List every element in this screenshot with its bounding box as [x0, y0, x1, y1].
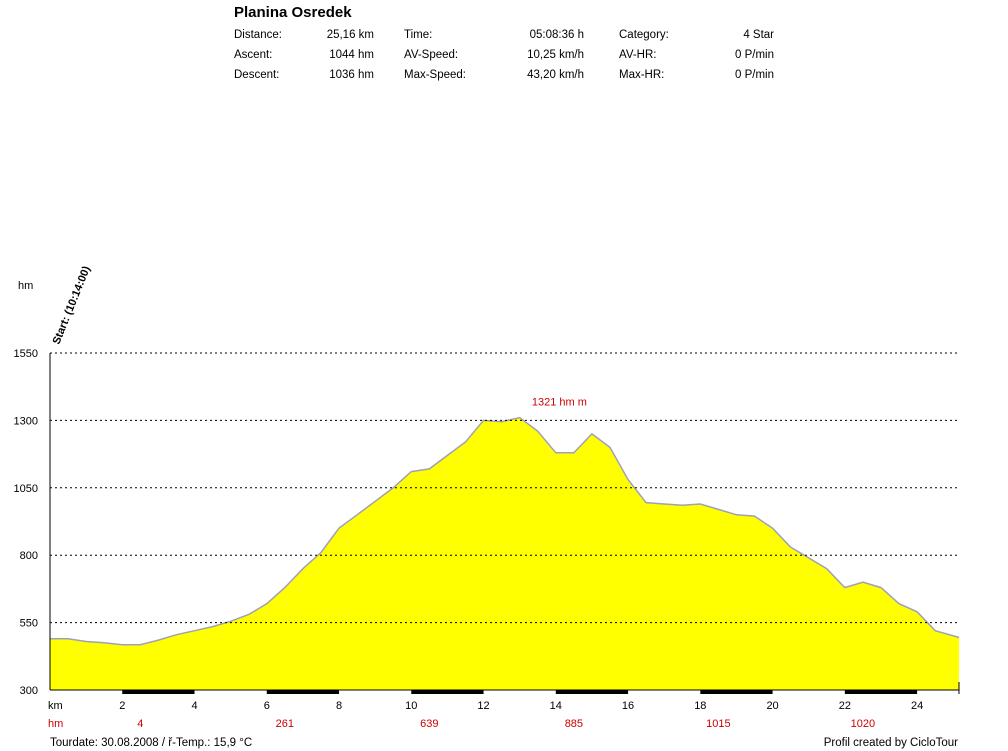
ascent-label: Ascent: — [234, 49, 273, 61]
km-band — [411, 690, 484, 694]
y-axis-label: hm — [18, 280, 33, 292]
y-tick-label: 550 — [20, 618, 38, 630]
credit-text: Profil created by CicloTour — [823, 737, 958, 749]
av-speed-value: 10,25 km/h — [527, 49, 584, 61]
x-tick-label: 18 — [694, 700, 706, 712]
descent-label: Descent: — [234, 69, 280, 81]
x-tick-label: 20 — [766, 700, 778, 712]
km-band — [844, 690, 918, 694]
category-value: 4 Star — [743, 29, 774, 41]
y-tick-label: 300 — [20, 685, 38, 697]
y-tick-label: 800 — [20, 550, 38, 562]
hm-row-value: 1015 — [706, 718, 730, 730]
hm-row-label: hm — [48, 718, 63, 730]
km-band — [266, 690, 340, 694]
km-band — [700, 690, 773, 694]
y-tick-label: 1300 — [14, 415, 38, 427]
hm-row-value: 4 — [137, 718, 143, 730]
y-tick-label: 1050 — [14, 483, 38, 495]
max-hr-value: 0 P/min — [735, 69, 774, 81]
stat-row: Ascent: 1044 hm AV-Speed: 10,25 km/h AV-… — [234, 49, 794, 69]
time-label: Time: — [404, 29, 433, 41]
start-label: Start: (10:14:00) — [51, 264, 93, 346]
max-speed-label: Max-Speed: — [404, 69, 467, 81]
stats-panel: Distance: 25,16 km Time: 05:08:36 h Cate… — [234, 29, 794, 89]
x-axis-label: km — [48, 700, 63, 712]
y-tick-label: 1550 — [14, 348, 38, 360]
distance-label: Distance: — [234, 29, 282, 41]
ascent-value: 1044 hm — [329, 49, 374, 61]
stat-row: Distance: 25,16 km Time: 05:08:36 h Cate… — [234, 29, 794, 49]
tour-info: Tourdate: 30.08.2008 / ř-Temp.: 15,9 °C — [50, 737, 253, 749]
time-value: 05:08:36 h — [529, 29, 584, 41]
hm-row-value: 885 — [565, 718, 583, 730]
stat-row: Descent: 1036 hm Max-Speed: 43,20 km/h M… — [234, 69, 794, 89]
x-tick-label: 16 — [622, 700, 634, 712]
hm-row-value: 261 — [276, 718, 294, 730]
x-tick-label: 22 — [839, 700, 851, 712]
peak-label: 1321 hm m — [532, 397, 587, 409]
x-tick-label: 10 — [405, 700, 417, 712]
x-tick-label: 24 — [911, 700, 923, 712]
category-label: Category: — [619, 29, 669, 41]
km-band — [555, 690, 629, 694]
x-tick-label: 8 — [336, 700, 342, 712]
elevation-line — [50, 416, 960, 646]
max-speed-value: 43,20 km/h — [527, 69, 584, 81]
elevation-area — [50, 417, 959, 690]
hm-row-value: 1020 — [851, 718, 875, 730]
x-tick-label: 2 — [119, 700, 125, 712]
x-tick-label: 4 — [191, 700, 197, 712]
descent-value: 1036 hm — [329, 69, 374, 81]
av-hr-label: AV-HR: — [619, 49, 657, 61]
distance-value: 25,16 km — [326, 29, 374, 41]
x-tick-label: 14 — [550, 700, 562, 712]
av-speed-label: AV-Speed: — [404, 49, 459, 61]
km-band — [122, 690, 195, 694]
page-title: Planina Osredek — [234, 4, 352, 21]
max-hr-label: Max-HR: — [619, 69, 665, 81]
hm-row-value: 639 — [420, 718, 438, 730]
x-tick-label: 6 — [264, 700, 270, 712]
av-hr-value: 0 P/min — [735, 49, 774, 61]
x-tick-label: 12 — [477, 700, 489, 712]
